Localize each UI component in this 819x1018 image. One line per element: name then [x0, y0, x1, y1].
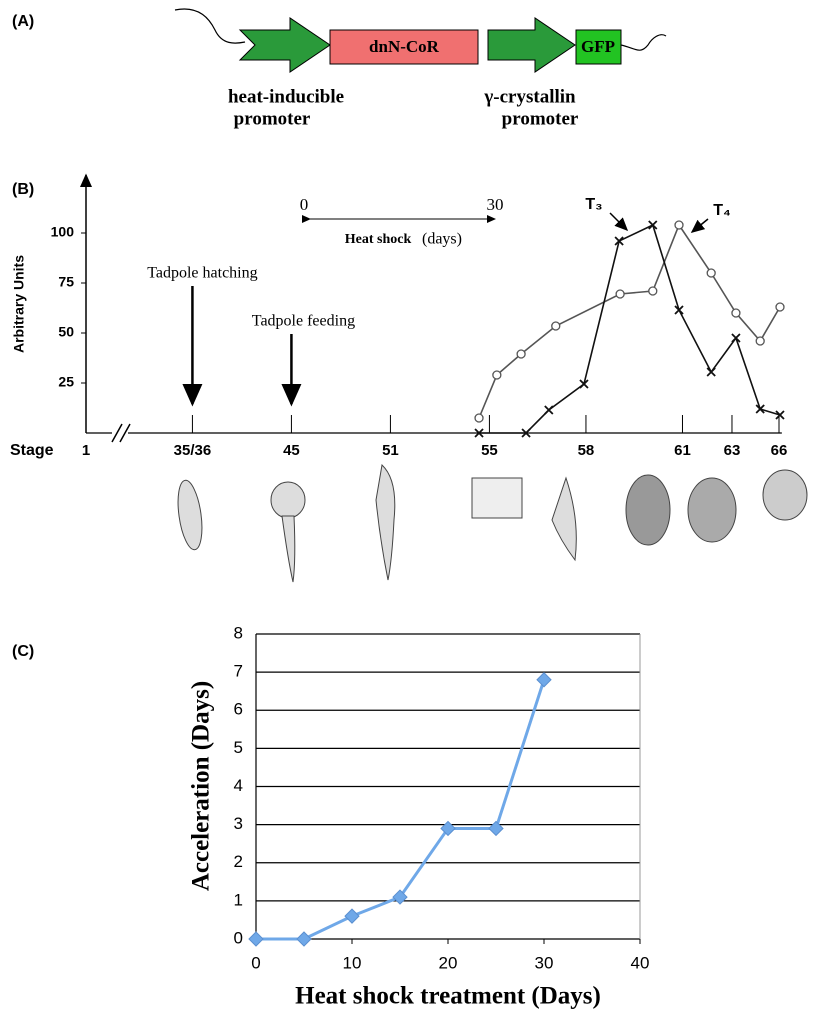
annotation: 30 — [487, 195, 504, 214]
annotation: 0 — [300, 195, 309, 214]
point — [552, 322, 560, 330]
point — [756, 337, 764, 345]
x-tick-label: 58 — [578, 442, 595, 459]
y-tick-label: 6 — [234, 700, 243, 719]
y-tick-label: 5 — [234, 738, 243, 757]
promoter-label: heat-inducible — [228, 86, 344, 107]
y-tick-label: 1 — [234, 890, 243, 909]
y-tick-label: 4 — [234, 776, 243, 795]
x-tick-label: 51 — [382, 442, 399, 459]
x-tick-label: 35/36 — [174, 442, 212, 459]
point — [756, 405, 764, 413]
tadpole-sketch — [552, 478, 576, 560]
point — [675, 306, 683, 314]
x-axis-title: Heat shock treatment (Days) — [295, 983, 601, 1010]
point — [489, 821, 503, 835]
panel-label: (A) — [12, 13, 34, 30]
point — [776, 411, 784, 419]
promoter-label: promoter — [502, 108, 579, 129]
x-tick-label: 55 — [481, 442, 498, 459]
point — [649, 287, 657, 295]
annotation-arrow — [692, 219, 708, 232]
frog-sketch — [763, 470, 807, 520]
gfp-label: GFP — [581, 37, 615, 56]
tadpole-tail — [282, 516, 295, 582]
point — [707, 368, 715, 376]
point — [649, 221, 657, 229]
point — [517, 350, 525, 358]
panel-label: (B) — [12, 181, 34, 198]
y-tick-label: 8 — [234, 623, 243, 642]
x-tick-label: 0 — [251, 953, 260, 972]
x-tick-label: 30 — [535, 953, 554, 972]
annotation: T₃ — [585, 196, 602, 213]
annotation: Tadpole hatching — [147, 265, 257, 282]
annotation: Tadpole feeding — [252, 313, 355, 330]
promoter-arrow — [240, 18, 330, 72]
axis-break — [112, 424, 130, 442]
x-axis-title: Stage — [10, 442, 54, 459]
y-axis-title: Acceleration (Days) — [188, 681, 215, 891]
embryo-sketch — [174, 479, 206, 551]
construct-diagram: (A) dnN-CoR GFP heat-inducible promoter … — [12, 9, 666, 129]
annotation: T₄ — [713, 202, 730, 219]
panel-label: (C) — [12, 643, 34, 660]
x-tick-label: 1 — [82, 442, 90, 459]
tadpole-sketch — [376, 465, 395, 580]
point — [776, 303, 784, 311]
x-tick-label: 20 — [439, 953, 458, 972]
y-tick-label: 25 — [58, 374, 74, 390]
y-tick-label: 0 — [234, 928, 243, 947]
dna-line — [621, 35, 666, 50]
y-tick-label: 50 — [58, 324, 74, 340]
series-line — [479, 225, 780, 418]
x-tick-label: 10 — [343, 953, 362, 972]
point — [345, 909, 359, 923]
x-tick-label: 40 — [631, 953, 650, 972]
y-tick-label: 3 — [234, 814, 243, 833]
y-tick-label: 2 — [234, 852, 243, 871]
promoter-label: promoter — [234, 108, 311, 129]
promoter-arrow — [488, 18, 575, 72]
y-tick-label: 75 — [58, 274, 74, 290]
point — [545, 406, 553, 414]
y-tick-label: 100 — [51, 224, 75, 240]
dna-line — [175, 9, 245, 43]
point — [616, 290, 624, 298]
limb-sketch — [472, 478, 522, 518]
stage-illustrations — [174, 465, 807, 582]
point — [675, 221, 683, 229]
point — [732, 309, 740, 317]
series-line — [479, 225, 780, 433]
point — [249, 932, 263, 946]
point — [732, 334, 740, 342]
x-tick-label: 63 — [724, 442, 741, 459]
y-axis-title: Arbitrary Units — [11, 255, 27, 353]
x-tick-label: 66 — [771, 442, 788, 459]
x-tick-label: 45 — [283, 442, 300, 459]
point — [475, 414, 483, 422]
figure: (A) dnN-CoR GFP heat-inducible promoter … — [0, 0, 819, 1013]
annotation: (days) — [422, 231, 462, 248]
annotation-arrow — [610, 213, 627, 230]
x-tick-label: 61 — [674, 442, 691, 459]
tadpole-head — [271, 482, 305, 518]
froglet-sketch — [688, 478, 736, 542]
point — [493, 371, 501, 379]
point — [297, 932, 311, 946]
annotation: Heat shock — [345, 232, 412, 247]
y-tick-label: 7 — [234, 662, 243, 681]
point — [707, 269, 715, 277]
point — [537, 673, 551, 687]
promoter-label: γ-crystallin — [483, 86, 576, 107]
gene-label: dnN-CoR — [369, 37, 440, 56]
froglet-sketch — [626, 475, 670, 545]
